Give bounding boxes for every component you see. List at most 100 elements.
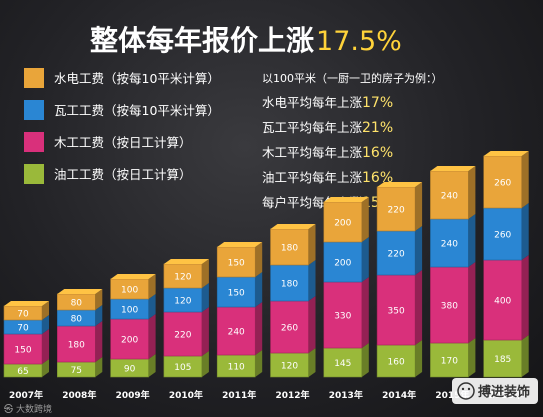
bar-segment [376, 230, 416, 276]
bar-value-label: 200 [334, 259, 351, 269]
bar-segment-side [308, 224, 316, 265]
bar-segment-side [201, 307, 209, 356]
legend-swatch [24, 68, 44, 88]
bar-segment-side [201, 351, 209, 377]
bar-segment-side [201, 283, 209, 312]
note-intro: 以100平米（一厨一卫的房子为例：） [262, 71, 443, 85]
bar-segment [483, 155, 523, 209]
note-text: 木工平均每年上涨 [262, 145, 363, 160]
bar-segment-side [255, 302, 263, 355]
bar-stack: 185 400 260 260 [483, 151, 529, 378]
bar-stack: 105 220 120 120 [163, 259, 209, 378]
legend-label: 水电工费（按每10平米计算） [54, 71, 220, 86]
x-tick-label: 2007年 [9, 389, 43, 401]
bars-layer: 6515070707518080809020010010010522012012… [3, 151, 529, 378]
bar-value-label: 75 [71, 366, 82, 376]
bar-segment-side [42, 315, 49, 334]
bar-value-label: 220 [388, 250, 405, 260]
bar-top-face [163, 259, 209, 264]
bar-stack: 160 350 220 220 [376, 182, 423, 378]
bar-value-label: 120 [174, 273, 191, 283]
bar-value-label: 220 [388, 206, 405, 216]
note-percent: 17% [362, 95, 393, 111]
bar-segment [483, 259, 523, 341]
bar-segment [483, 339, 523, 378]
bar-value-label: 260 [494, 179, 511, 189]
bar-value-label: 240 [441, 240, 458, 250]
note-item: 瓦工平均每年上涨21% [262, 120, 393, 136]
bar-value-label: 180 [68, 341, 85, 351]
bar-value-label: 200 [334, 219, 351, 229]
bar-value-label: 160 [388, 358, 405, 368]
bar-segment-side [148, 294, 156, 319]
note-item: 油工平均每年上涨16% [262, 170, 393, 186]
bar-segment-side [95, 289, 103, 310]
bar-value-label: 260 [281, 324, 298, 334]
wechat-icon [457, 382, 475, 400]
bar-value-label: 260 [494, 231, 511, 241]
bar-segment-side [42, 329, 49, 364]
legend-label: 木工工费（按日工计算） [54, 135, 192, 150]
bar-value-label: 240 [228, 328, 245, 338]
legend-swatch [24, 100, 44, 120]
legend-label: 瓦工工费（按每10平米计算） [54, 103, 220, 118]
bar-top-face [483, 151, 529, 156]
bar-top-face [430, 166, 476, 171]
bar-segment-side [521, 203, 529, 260]
bar-value-label: 100 [121, 286, 138, 296]
bar-value-label: 180 [281, 280, 298, 290]
bar-segment [323, 201, 363, 243]
chart-title-percent: 17.5% [316, 26, 402, 57]
note-text: 水电平均每年上涨 [262, 95, 363, 110]
bar-segment [376, 344, 416, 378]
bar-segment [110, 318, 149, 360]
bar-segment-side [468, 166, 476, 219]
bar-segment-side [521, 335, 529, 377]
bar-stack: 90 200 100 100 [110, 274, 156, 378]
legend-label: 油工工费（按日工计算） [54, 167, 192, 182]
bar-segment-side [468, 214, 476, 267]
bar-value-label: 70 [17, 324, 29, 334]
bar-segment-side [468, 338, 476, 377]
x-tick-label: 2010年 [169, 389, 203, 401]
bar-segment-side [95, 305, 103, 326]
bar-value-label: 105 [174, 363, 191, 373]
bar-segment-side [361, 237, 369, 282]
bar-segment-side [42, 359, 49, 377]
note-item: 木工平均每年上涨16% [262, 145, 393, 161]
bar-top-face [270, 224, 316, 229]
bar-top-face [110, 274, 156, 279]
bar-stack: 120 260 180 180 [270, 224, 316, 378]
note-text: 瓦工平均每年上涨 [262, 120, 363, 135]
bar-value-label: 170 [441, 357, 458, 367]
bar-stack: 110 240 150 150 [216, 242, 263, 378]
x-tick-label: 2011年 [222, 389, 256, 401]
bar-value-label: 185 [494, 355, 511, 365]
bar-stack: 75 180 80 80 [56, 289, 103, 378]
note-percent: 16% [362, 145, 393, 161]
chart-title: 整体每年报价上涨17.5% [90, 24, 402, 57]
wechat-icon-dot [461, 387, 465, 391]
bar-value-label: 145 [334, 359, 351, 369]
bar-segment-side [361, 197, 369, 242]
watermark-right-bg [452, 378, 538, 404]
bar-segment-side [415, 226, 423, 275]
bar-segment-side [42, 301, 49, 320]
bar-segment-side [148, 354, 156, 377]
bar-value-label: 350 [388, 307, 405, 317]
bar-segment-side [415, 270, 423, 345]
bar-segment [376, 274, 416, 346]
bar-segment-side [521, 151, 529, 208]
bar-segment-side [308, 260, 316, 301]
bar-segment [216, 246, 256, 278]
legend: 水电工费（按每10平米计算） 瓦工工费（按每10平米计算） 木工工费（按日工计算） 油… [24, 68, 220, 184]
bar-value-label: 120 [281, 362, 298, 372]
bar-segment-side [308, 296, 316, 353]
note-text: 油工平均每年上涨 [262, 170, 363, 185]
note-item: 水电平均每年上涨17% [262, 95, 393, 111]
bar-segment [3, 333, 43, 365]
bar-top-face [4, 301, 49, 306]
bar-segment-side [255, 350, 263, 377]
